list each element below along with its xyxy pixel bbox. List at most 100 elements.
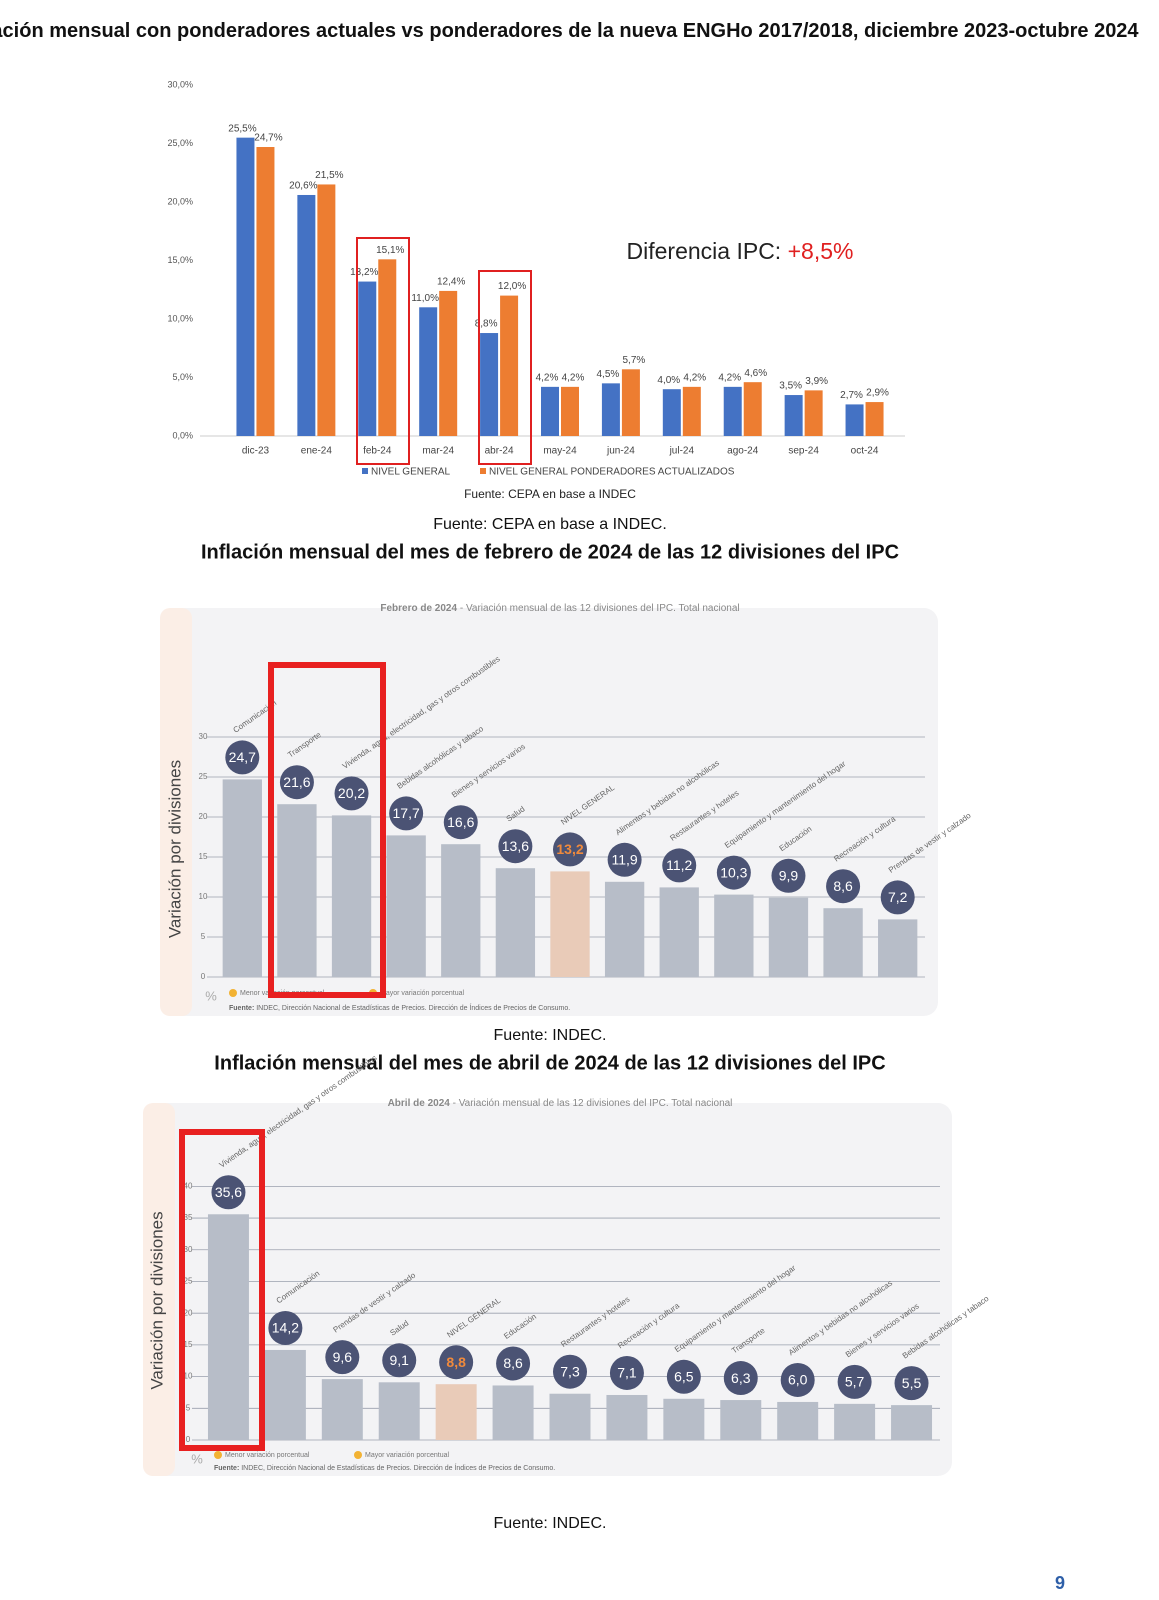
y-tick-label: 0 bbox=[186, 1435, 191, 1444]
value-bubble bbox=[609, 1355, 644, 1390]
value-bubble bbox=[894, 1366, 929, 1401]
bar bbox=[720, 1400, 762, 1440]
value-label: 7,3 bbox=[560, 1363, 580, 1379]
value-bubble bbox=[279, 765, 314, 800]
heading: Inflación mensual con ponderadores actua… bbox=[0, 20, 1139, 42]
bar bbox=[480, 333, 499, 436]
value-label: 21,6 bbox=[283, 774, 310, 790]
value-label: 8,8% bbox=[475, 319, 498, 330]
highlight-box bbox=[478, 270, 532, 465]
annotation: Diferencia IPC: +8,5% bbox=[627, 238, 854, 264]
highlight-box bbox=[356, 237, 410, 465]
value-bubble bbox=[607, 842, 642, 877]
value-bubble bbox=[443, 805, 478, 840]
bar bbox=[663, 1398, 705, 1440]
value-label: 9,9 bbox=[779, 868, 799, 884]
value-bubble bbox=[268, 1310, 303, 1345]
value-label: 4,0% bbox=[657, 375, 680, 386]
value-label: 35,6 bbox=[215, 1184, 242, 1200]
panel-band bbox=[160, 608, 192, 1016]
panel-band bbox=[143, 1103, 175, 1476]
bar bbox=[222, 779, 262, 977]
value-label: 20,6% bbox=[289, 181, 317, 192]
value-bubble bbox=[826, 869, 861, 904]
bar bbox=[378, 259, 397, 436]
legend-label: Mayor variación porcentual bbox=[380, 990, 464, 997]
legend-label: NIVEL GENERAL bbox=[371, 467, 451, 478]
y-tick-label: 15 bbox=[184, 1340, 193, 1349]
bar bbox=[601, 383, 620, 436]
value-bubble bbox=[716, 855, 751, 890]
value-label: 4,6% bbox=[744, 368, 767, 379]
bar bbox=[256, 147, 275, 436]
y-tick-label: 5 bbox=[201, 932, 206, 941]
value-label: 5,5 bbox=[902, 1375, 922, 1391]
highlight-box bbox=[268, 662, 386, 998]
x-tick-label: feb-24 bbox=[363, 446, 392, 457]
x-tick-label: ago-24 bbox=[727, 446, 759, 457]
bar bbox=[439, 290, 458, 436]
y-tick-label: 15 bbox=[199, 852, 208, 861]
y-tick-label: 25,0% bbox=[167, 138, 193, 148]
source: Fuente: CEPA en base a INDEC. bbox=[433, 516, 667, 533]
value-label: 7,1 bbox=[617, 1365, 637, 1381]
bar bbox=[621, 369, 640, 436]
chart-source: Fuente: INDEC, Dirección Nacional de Est… bbox=[229, 1003, 570, 1012]
y-tick-label: 0 bbox=[201, 972, 206, 981]
x-tick-label: ene-24 bbox=[301, 446, 333, 457]
value-bubble bbox=[780, 1362, 815, 1397]
y-tick-label: 10,0% bbox=[167, 313, 193, 323]
y-axis-label: Variación por divisiones bbox=[147, 1211, 166, 1389]
bar bbox=[714, 894, 754, 977]
x-tick-label: abr-24 bbox=[485, 446, 514, 457]
chart-title-bold: Febrero de 2024 bbox=[380, 603, 457, 614]
x-tick-label: sep-24 bbox=[788, 446, 819, 457]
value-label: 13,2% bbox=[350, 267, 378, 278]
value-label: 6,3 bbox=[731, 1370, 751, 1386]
value-label: 24,7% bbox=[254, 133, 282, 144]
value-label: 11,2 bbox=[666, 857, 692, 873]
annotation-highlight: +8,5% bbox=[788, 238, 854, 264]
bar bbox=[321, 1379, 363, 1440]
y-tick-label: 25 bbox=[199, 772, 208, 781]
value-bubble bbox=[553, 832, 587, 867]
value-label: 8,6 bbox=[833, 878, 853, 894]
value-label: 20,2 bbox=[338, 785, 365, 801]
y-tick-label: 10 bbox=[199, 892, 208, 901]
value-label: 21,5% bbox=[315, 170, 343, 181]
value-bubble bbox=[666, 1359, 701, 1394]
legend-label: Mayor variación porcentual bbox=[365, 1452, 449, 1459]
value-bubble bbox=[553, 1354, 587, 1389]
y-tick-label: 5 bbox=[186, 1403, 191, 1412]
chart-source-text: INDEC, Dirección Nacional de Estadística… bbox=[254, 1003, 570, 1012]
annotation-text: Diferencia IPC: bbox=[627, 238, 788, 264]
heading: Inflación mensual del mes de abril de 20… bbox=[214, 1052, 885, 1074]
highlight-box bbox=[179, 1129, 265, 1451]
bar bbox=[682, 386, 701, 436]
bar bbox=[378, 1382, 420, 1440]
y-tick-label: 20,0% bbox=[167, 196, 193, 206]
bar bbox=[743, 382, 762, 436]
legend-swatch bbox=[480, 468, 486, 474]
value-bubble bbox=[225, 740, 260, 775]
value-bubble bbox=[771, 858, 806, 893]
bar bbox=[865, 402, 884, 436]
bar bbox=[823, 908, 863, 977]
bar bbox=[541, 386, 559, 436]
y-tick-label: 40 bbox=[184, 1181, 193, 1190]
bar bbox=[561, 386, 579, 436]
y-unit: % bbox=[205, 988, 217, 1003]
bar bbox=[604, 881, 645, 977]
bar bbox=[550, 871, 590, 977]
value-label: 10,3 bbox=[720, 864, 747, 880]
bar bbox=[264, 1349, 306, 1440]
bar bbox=[878, 919, 918, 977]
bar bbox=[891, 1405, 933, 1440]
bar bbox=[331, 815, 372, 977]
value-bubble bbox=[389, 796, 424, 831]
bar bbox=[207, 1214, 249, 1440]
value-label: 25,5% bbox=[228, 123, 256, 134]
value-bubble bbox=[662, 848, 697, 883]
value-label: 4,2% bbox=[718, 373, 741, 384]
